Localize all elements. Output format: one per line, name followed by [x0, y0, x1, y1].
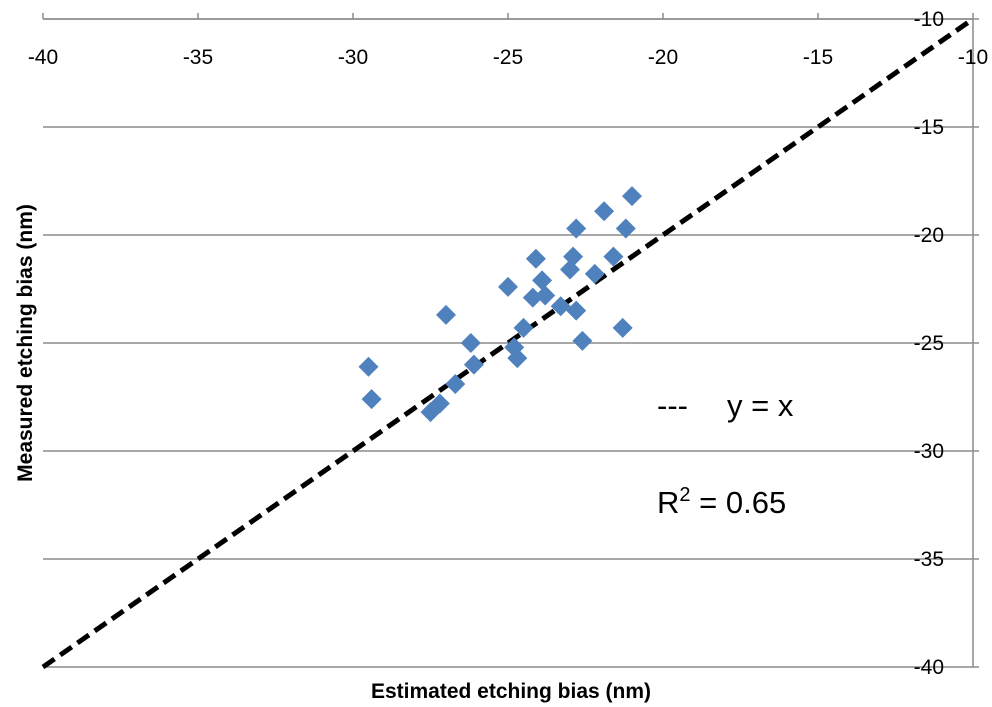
data-point — [566, 300, 587, 321]
y-tick-label: -40 — [914, 656, 944, 679]
data-point — [603, 246, 624, 267]
y-tick-labels: -10 -15 -20 -25 -30 -35 -40 — [914, 8, 944, 679]
data-point — [445, 374, 466, 395]
data-point — [584, 263, 605, 284]
x-tick-label: -20 — [648, 46, 678, 69]
x-axis-title: Estimated etching bias (nm) — [371, 680, 651, 703]
data-point — [358, 356, 379, 377]
data-point — [566, 218, 587, 239]
x-tick-label: -30 — [338, 46, 368, 69]
reference-line-legend: --- y = x — [657, 388, 794, 423]
data-point — [615, 218, 636, 239]
data-point — [460, 333, 481, 353]
reference-line-legend-symbol: --- — [657, 388, 688, 423]
reference-line-legend-label: y = x — [727, 388, 794, 423]
data-point — [594, 201, 615, 222]
y-axis-title: Measured etching bias (nm) — [14, 204, 37, 482]
y-tick-label: -20 — [914, 224, 944, 247]
data-point — [463, 354, 484, 375]
y-tick-label: -25 — [914, 332, 944, 355]
data-point — [622, 186, 642, 207]
data-point — [572, 330, 593, 351]
data-point — [522, 287, 543, 308]
data-point — [507, 348, 528, 369]
y-tick-label: -15 — [914, 116, 944, 139]
y-tick-label: -35 — [914, 548, 944, 571]
data-point — [550, 296, 571, 317]
grid-lines — [43, 18, 973, 668]
y-tick-label: -10 — [914, 8, 944, 31]
r-squared-superscript: 2 — [679, 484, 690, 506]
x-tick-label: -40 — [28, 46, 58, 69]
x-tick-label: -25 — [493, 46, 523, 69]
data-point — [525, 248, 546, 269]
data-point — [535, 285, 556, 306]
x-tick-label: -35 — [183, 46, 213, 69]
axes — [42, 13, 979, 668]
data-point — [563, 246, 584, 267]
data-point — [361, 389, 382, 410]
data-point — [498, 276, 518, 297]
data-point — [513, 317, 534, 338]
r-squared-annotation: R2 = 0.65 — [657, 484, 786, 520]
r-squared-value: = 0.65 — [691, 485, 787, 520]
x-tick-labels: -40 -35 -30 -25 -20 -15 -10 — [28, 46, 988, 69]
data-point — [429, 393, 450, 414]
data-points — [358, 186, 642, 423]
x-tick-label: -15 — [803, 46, 833, 69]
data-point — [612, 317, 633, 338]
data-point — [436, 304, 456, 325]
x-tick-label: -10 — [958, 46, 988, 69]
y-tick-label: -30 — [914, 440, 944, 463]
data-point — [532, 270, 553, 291]
r-squared-letter: R — [657, 485, 679, 520]
